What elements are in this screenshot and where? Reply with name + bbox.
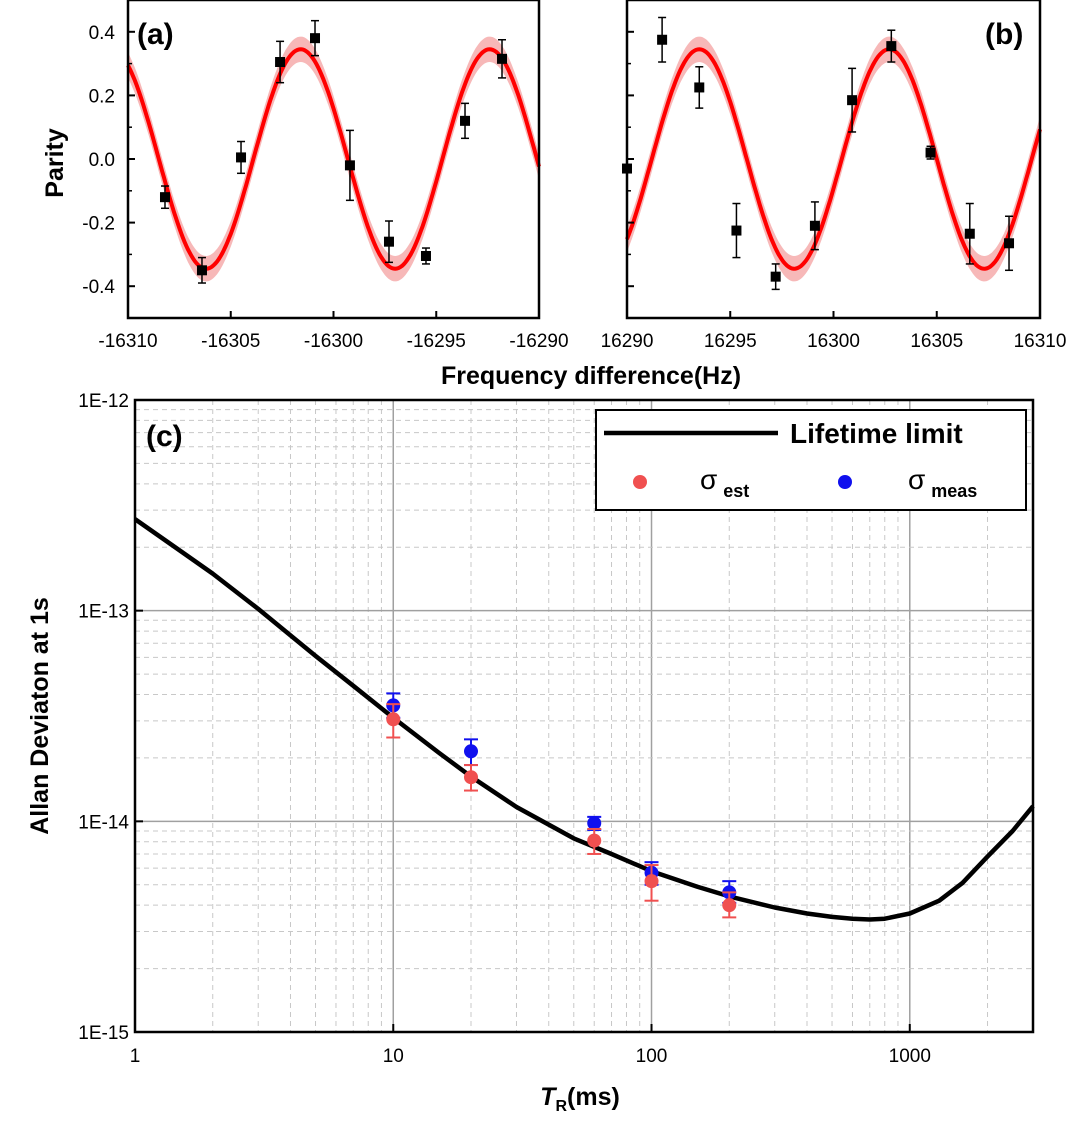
sigma-meas-data-point bbox=[587, 816, 602, 831]
panel-a-xtick-label: -16305 bbox=[201, 331, 260, 352]
panel-c-xtick-label: 1 bbox=[130, 1046, 141, 1067]
panel-c-label: (c) bbox=[146, 420, 183, 453]
panel-c-xtick-label: 1000 bbox=[889, 1046, 931, 1067]
panel-b-label: (b) bbox=[985, 18, 1023, 51]
panel-a-xtick-label: -16300 bbox=[304, 331, 363, 352]
panel-b-data-point bbox=[1004, 238, 1015, 249]
sigma-est-data-point bbox=[464, 770, 479, 785]
panel-a-points bbox=[159, 19, 508, 284]
panel-c-meas-points bbox=[386, 692, 737, 904]
panel-a-data-point bbox=[196, 265, 207, 276]
panel-b-frame bbox=[625, 0, 1042, 320]
panel-a-data-point bbox=[275, 57, 286, 68]
panel-a-ylabel: Parity bbox=[41, 128, 69, 198]
panel-a-fit bbox=[126, 47, 541, 271]
panel-b-ticks: 16290 16295 16300 16305 16310 bbox=[601, 30, 1067, 352]
legend-est-sigma: σ bbox=[700, 464, 717, 495]
panel-c-xlabel-italic: T bbox=[540, 1083, 558, 1111]
panel-b-data-point bbox=[694, 82, 705, 93]
panel-b-band bbox=[627, 36, 1040, 282]
panel-b-data-point bbox=[809, 220, 820, 231]
panel-b-xtick-label: 16295 bbox=[704, 331, 757, 352]
panel-a-frame bbox=[126, 0, 541, 320]
panel-c-ylabel: Allan Deviaton at 1s bbox=[26, 597, 54, 835]
panel-a-data-point bbox=[497, 53, 508, 64]
panel-c-xtick-label: 10 bbox=[383, 1046, 404, 1067]
panels-ab-xlabel: Frequency difference(Hz) bbox=[441, 362, 741, 390]
panel-a-ytick-label: -0.4 bbox=[82, 277, 115, 298]
panel-a-data-point bbox=[383, 236, 394, 247]
legend-limit-label: Lifetime limit bbox=[790, 418, 963, 449]
panel-c: 1 10 100 1000 1E-12 1E-13 1E-14 1E-15 (c) Allan… bbox=[26, 391, 1035, 1115]
panel-c-ytick-label: 1E-12 bbox=[78, 391, 129, 412]
panel-c-ytick-label: 1E-14 bbox=[78, 812, 129, 833]
panel-a-xtick-label: -16295 bbox=[407, 331, 466, 352]
panel-b-data-point bbox=[886, 41, 897, 52]
panel-a-ticks: -16310 -16305 -16300 -16295 -16290 0.4 0.2 0.0 -… bbox=[82, 23, 568, 352]
panel-a-data-point bbox=[460, 115, 471, 126]
panel-b-data-point bbox=[925, 147, 936, 158]
sigma-meas-data-point bbox=[464, 744, 479, 759]
sigma-est-data-point bbox=[644, 874, 659, 889]
sigma-est-data-point bbox=[722, 898, 737, 913]
panel-b-confidence-band bbox=[627, 36, 1040, 282]
panel-a-data-point bbox=[420, 250, 431, 261]
panel-a-xtick-label: -16290 bbox=[509, 331, 568, 352]
panel-b-data-point bbox=[770, 271, 781, 282]
sigma-est-data-point bbox=[386, 712, 401, 727]
lifetime-limit-line bbox=[133, 517, 1035, 922]
panel-c-ticks: 1 10 100 1000 1E-12 1E-13 1E-14 1E-15 bbox=[78, 391, 931, 1067]
panel-b-fit-curve bbox=[625, 47, 1042, 271]
panel-a-label: (a) bbox=[137, 18, 174, 51]
panel-b-xtick-label: 16300 bbox=[807, 331, 860, 352]
panel-b-xtick-label: 16290 bbox=[601, 331, 654, 352]
panel-c-ytick-label: 1E-15 bbox=[78, 1023, 129, 1044]
legend-box bbox=[595, 409, 1027, 511]
panel-b-data-point bbox=[657, 34, 668, 45]
panel-a-data-point bbox=[236, 152, 247, 163]
panel-b-fit bbox=[625, 47, 1042, 271]
panel-a-ytick-label: -0.2 bbox=[82, 214, 115, 235]
panel-b-data-point bbox=[731, 225, 742, 236]
panel-c-xlabel-rest: (ms) bbox=[567, 1083, 620, 1111]
panel-a-ytick-label: 0.2 bbox=[89, 86, 115, 107]
panel-c-est-points bbox=[386, 703, 737, 919]
sigma-est-data-point bbox=[587, 833, 602, 848]
legend: Lifetime limit σ est σ meas bbox=[595, 409, 1027, 511]
panel-a-band bbox=[128, 36, 539, 282]
panel-a-ytick-label: 0.4 bbox=[89, 23, 116, 44]
panel-c-frame bbox=[133, 398, 1035, 1034]
panel-a: -16310 -16305 -16300 -16295 -16290 0.4 0.2 0.0 -… bbox=[41, 0, 569, 352]
panel-a-fit-curve bbox=[126, 47, 541, 271]
panel-a-data-point bbox=[310, 33, 321, 44]
panel-a-ytick-label: 0.0 bbox=[89, 150, 115, 171]
panel-c-limit-line bbox=[133, 517, 1035, 922]
panel-c-xtick-label: 100 bbox=[636, 1046, 668, 1067]
legend-est-label: σ est bbox=[700, 464, 749, 501]
panel-a-xtick-label: -16310 bbox=[98, 331, 157, 352]
legend-est-marker bbox=[633, 475, 647, 489]
panel-a-data-point bbox=[344, 160, 355, 171]
panel-b-xtick-label: 16305 bbox=[910, 331, 963, 352]
legend-meas-marker bbox=[838, 475, 852, 489]
panel-c-xlabel: TR(ms) bbox=[540, 1083, 620, 1115]
legend-meas-sigma: σ bbox=[908, 464, 925, 495]
panel-a-confidence-band bbox=[128, 36, 539, 282]
panel-b: 16290 16295 16300 16305 16310 (b) bbox=[601, 0, 1067, 352]
panel-b-data-point bbox=[964, 228, 975, 239]
panel-c-ytick-label: 1E-13 bbox=[78, 602, 129, 623]
panel-b-data-point bbox=[847, 95, 858, 106]
panel-c-xlabel-sub: R bbox=[555, 1098, 567, 1115]
panel-b-xtick-label: 16310 bbox=[1014, 331, 1067, 352]
legend-est-sub: est bbox=[723, 481, 749, 501]
legend-meas-label: σ meas bbox=[908, 464, 977, 501]
legend-meas-sub: meas bbox=[931, 481, 977, 501]
panel-a-data-point bbox=[159, 192, 170, 203]
